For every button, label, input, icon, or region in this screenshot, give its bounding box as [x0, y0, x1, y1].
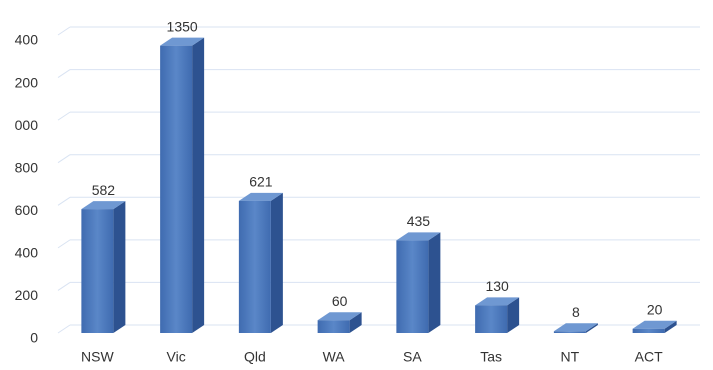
- bar-face: [475, 305, 508, 333]
- y-tick-label: 800: [15, 159, 39, 175]
- x-tick-label: NSW: [81, 349, 114, 365]
- grid-line: [57, 239, 71, 249]
- bar-face: [553, 331, 586, 333]
- bar-face: [238, 200, 271, 333]
- bar: [475, 297, 520, 333]
- bar-face: [238, 192, 283, 201]
- y-tick-label: 600: [15, 202, 39, 218]
- bar: [632, 320, 677, 333]
- bar-face: [160, 45, 193, 334]
- x-tick-label: ACT: [635, 349, 663, 365]
- bar: [160, 37, 205, 334]
- bar-face: [553, 323, 598, 332]
- grid-line: [57, 154, 71, 164]
- data-label: 130: [485, 278, 509, 294]
- bar-face: [585, 323, 598, 333]
- x-tick-label: Vic: [167, 349, 186, 365]
- bar: [396, 232, 441, 333]
- data-label: 8: [572, 304, 580, 320]
- grid-line: [57, 282, 71, 291]
- data-label: 621: [249, 174, 273, 190]
- bar-face: [81, 201, 126, 210]
- grid-line: [57, 26, 71, 36]
- bar: [553, 323, 598, 333]
- bar-face: [396, 232, 441, 241]
- grid-line: [57, 196, 71, 206]
- x-tick-label: NT: [561, 349, 580, 365]
- x-tick-label: SA: [403, 349, 422, 365]
- bar-face: [428, 232, 441, 333]
- grid-line: [57, 324, 71, 334]
- y-tick-label: 200: [15, 74, 39, 90]
- y-tick-label: 400: [15, 245, 39, 261]
- bar-face: [317, 320, 350, 333]
- bar-face: [475, 297, 520, 306]
- y-tick-label: 200: [15, 287, 39, 303]
- x-tick-label: Qld: [244, 349, 266, 365]
- bar: [317, 312, 362, 333]
- x-tick-label: WA: [323, 349, 346, 365]
- bar-face: [664, 320, 677, 333]
- data-label: 582: [92, 182, 116, 198]
- bar-face: [396, 240, 429, 333]
- bar-face: [81, 209, 114, 333]
- data-label: 60: [332, 293, 348, 309]
- data-label: 435: [407, 213, 431, 229]
- data-label: 20: [647, 301, 663, 317]
- bar-face: [160, 37, 205, 46]
- bar-face: [317, 312, 362, 321]
- bar-face: [192, 37, 205, 334]
- grid-line: [57, 69, 71, 78]
- bar-face: [632, 328, 665, 333]
- bar-face: [270, 192, 283, 333]
- y-tick-label: 000: [15, 117, 39, 133]
- bar: [81, 201, 126, 333]
- bar-face: [507, 297, 520, 333]
- y-tick-label: 0: [30, 330, 38, 346]
- bar-face: [349, 312, 362, 333]
- data-label: 1350: [167, 18, 198, 34]
- bar-face: [632, 320, 677, 329]
- bar-face: [113, 201, 126, 333]
- y-tick-label: 400: [15, 32, 39, 48]
- bar: [238, 192, 283, 333]
- x-tick-label: Tas: [480, 349, 502, 365]
- grid-line: [57, 111, 71, 121]
